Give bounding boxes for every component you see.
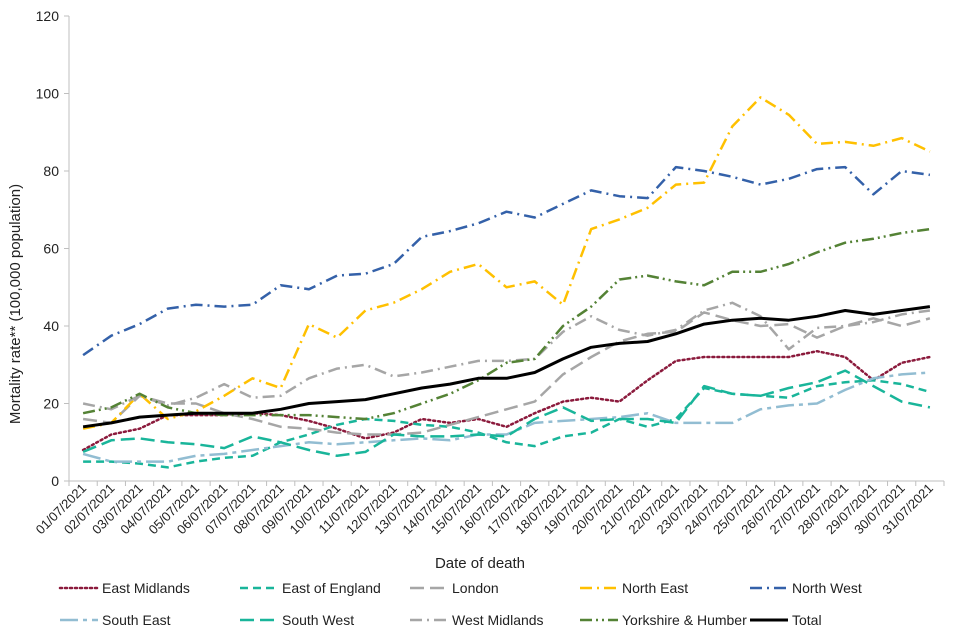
legend-label-yorkshire-humber: Yorkshire & Humber [622, 612, 747, 628]
series-line-london [82, 311, 931, 436]
y-axis: 0 20 40 60 80 100 120 [36, 8, 70, 489]
legend-label-north-east: North East [622, 580, 688, 596]
y-tick-label: 20 [43, 396, 59, 412]
series-line-east-of-england [83, 379, 931, 469]
series-line-total [82, 305, 931, 429]
y-tick-label: 40 [43, 318, 59, 334]
legend-label-north-west: North West [792, 580, 862, 596]
legend-label-east-of-england: East of England [282, 580, 381, 596]
series-line-south-east [82, 371, 930, 463]
series-line-west-midlands [82, 301, 931, 411]
y-tick-label: 100 [36, 86, 60, 102]
legend-label-london: London [452, 580, 499, 596]
legend-label-west-midlands: West Midlands [452, 612, 544, 628]
legend-label-south-west: South West [282, 612, 354, 628]
x-axis-title: Date of death [435, 555, 525, 572]
y-tick-label: 60 [43, 241, 59, 257]
y-tick-label: 80 [43, 163, 59, 179]
chart-legend: East Midlands East of England London North … [58, 580, 862, 628]
x-axis: 01/07/202102/07/202103/07/202104/07/2021… [33, 480, 945, 537]
legend-label-total: Total [792, 612, 822, 628]
series-line-north-west [82, 165, 931, 357]
y-tick-label: 120 [36, 8, 60, 24]
legend-label-east-midlands: East Midlands [102, 580, 190, 596]
series-line-north-east [82, 96, 931, 430]
y-axis-title: Mortality rate** (100,000 population) [7, 184, 24, 424]
legend-label-south-east: South East [102, 612, 171, 628]
series-line-yorkshire-humber [82, 227, 931, 421]
y-tick-label: 0 [51, 473, 59, 489]
series-lines [81, 96, 932, 469]
series-line-south-west [82, 369, 931, 458]
